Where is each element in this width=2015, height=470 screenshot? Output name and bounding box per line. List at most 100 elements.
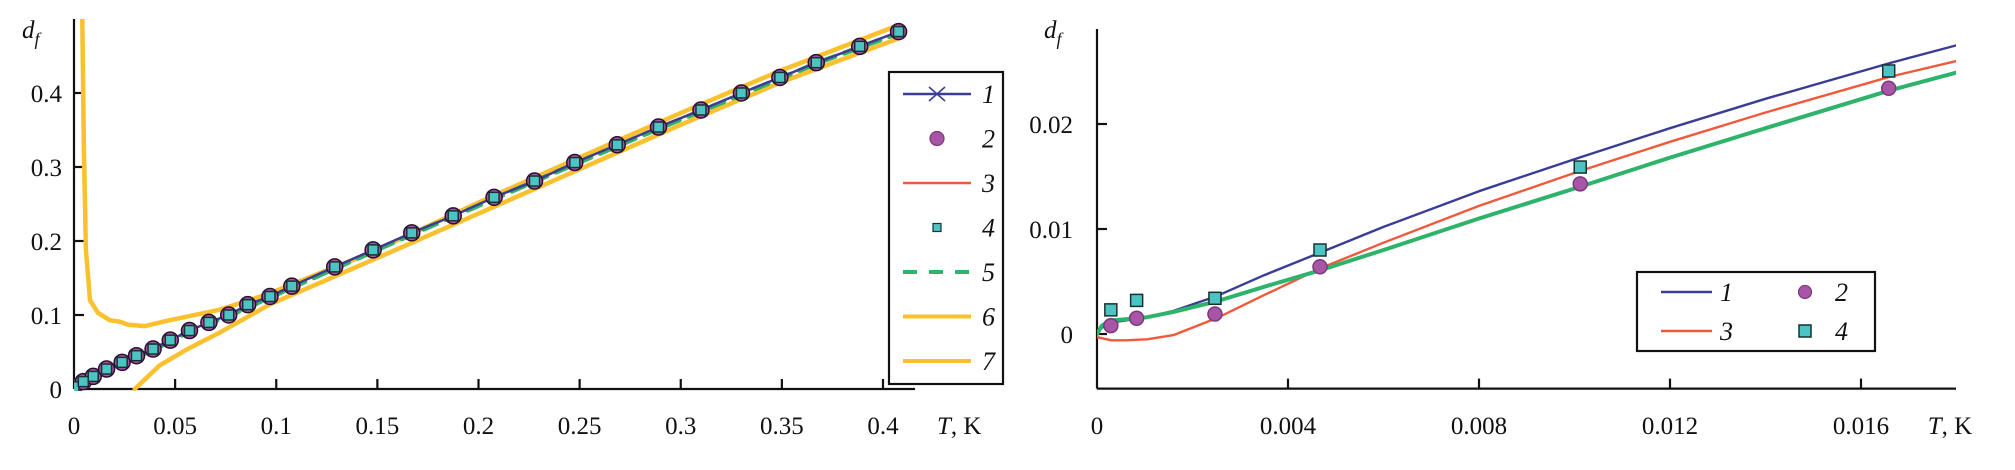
series-4-point [367,244,379,256]
y-axis-title-sub: f [35,29,43,49]
y-tick-label: 0.02 [1029,112,1073,139]
series-4-point [116,356,128,369]
y-tick-label: 0.01 [1029,217,1073,244]
series-4-point [892,25,905,38]
series-2-point [1312,259,1328,275]
x-tick-label: 0.15 [356,413,400,440]
series-4-point [203,316,215,329]
y-tick-label: 0.1 [31,303,62,330]
series-2-point [1103,317,1119,334]
series-4-point [164,334,177,346]
series-4-point [1881,64,1896,78]
x-tick-label: 0.05 [153,413,197,440]
legend-marker-square [1798,324,1812,338]
series-4-point [611,139,623,151]
x-tick-label: 0 [68,413,81,440]
series-4-point [652,121,665,133]
series-4-point [100,363,113,375]
series-4-point [1208,291,1222,306]
series-4-point [286,280,298,292]
series-4-point [147,343,159,355]
series-4-point [264,290,276,303]
legend-label-3: 3 [1719,317,1733,346]
y-axis-title-sub: f [1057,29,1065,49]
x-tick-label: 0.3 [665,413,696,440]
y-tick-label: 0 [50,377,63,404]
series-4-point [1313,243,1327,257]
legend-label-4: 4 [982,214,995,243]
legend-label-2: 2 [1835,278,1848,307]
y-tick-label: 0.3 [31,155,62,182]
x-axis-title-var: T [937,413,953,440]
legend-marker-x [928,86,946,102]
x-tick-label: 0.4 [867,413,899,440]
series-4-point [183,324,196,337]
left-panel: 0 0.05 0.1 0.15 0.2 0.25 0.3 0.35 0.4 0 0.1 0.2 0.3 0… [22,17,1005,440]
series-4-point [853,40,866,53]
y-tick-label: 0.4 [31,81,63,108]
x-tick-label: 0.25 [558,413,602,440]
x-tick-label: 0.004 [1260,413,1317,440]
y-axis-title-main: d [1044,17,1057,44]
y-axis-title: df [1044,17,1065,49]
series-4-point [528,175,541,187]
x-tick-label: 0.012 [1642,413,1698,440]
series-4-point [77,375,90,388]
series-2-point [1207,306,1223,322]
x-tick-label: 0.008 [1451,413,1507,440]
series-4-point [130,349,143,362]
series-2-point [1128,310,1145,326]
x-tick-label: 0.016 [1833,413,1889,440]
x-axis-title-unit: , K [951,413,982,440]
series-4-point [447,210,459,222]
series-4-point [222,309,235,321]
legend-marker-circle [929,130,945,147]
plot-area [74,19,908,391]
x-axis-title-unit: , K [1942,413,1973,440]
legend-label-2: 2 [982,125,995,154]
x-tick-label: 0.2 [463,413,494,440]
x-tick-label: 0 [1091,413,1104,440]
series-7-line [132,35,902,391]
y-tick-label: 0 [1061,322,1074,349]
series-5-line [1097,70,1956,336]
legend-label-7: 7 [982,347,996,376]
series-2-point [1572,176,1588,192]
legend-label-4: 4 [1835,317,1848,346]
y-tick-label: 0.2 [31,229,62,256]
y-axis-title: df [22,17,43,49]
series-4-point [695,104,707,116]
y-axis-title-main: d [22,17,35,44]
legend-box [887,70,1005,386]
legend-marker-circle [1797,284,1813,300]
legend-label-1: 1 [1720,278,1733,307]
series-4-point [1104,303,1118,317]
series-4-point [1573,160,1587,174]
series-4-point [1129,293,1144,308]
series-4-point [87,370,99,383]
series-4-point [810,56,823,69]
legend-label-3: 3 [981,169,995,198]
legend-marker-square [932,222,942,233]
series-4-point [241,298,254,311]
x-tick-label: 0.35 [760,413,804,440]
x-axis-title-var: T [1928,413,1944,440]
series-4-point [74,381,80,391]
series-2-point [1880,80,1897,97]
x-axis-title: T, K [1928,413,1972,440]
series-4-point [774,71,786,84]
legend-label-1: 1 [982,80,995,109]
legend-box [1635,270,1877,353]
series-4-point [488,191,500,204]
x-tick-label: 0.1 [261,413,292,440]
series-6-line [80,19,902,329]
legend-label-6: 6 [982,303,995,332]
series-4-point [735,87,748,99]
legend-label-5: 5 [982,258,995,287]
series-4-point [328,261,341,273]
right-panel: 0 0.004 0.008 0.012 0.016 0 0.01 0.02 df T, K 1 2 3 4 [1029,17,1972,440]
plot-area [1097,44,1956,342]
series-4-point [569,156,581,169]
series-4-point [406,227,418,239]
